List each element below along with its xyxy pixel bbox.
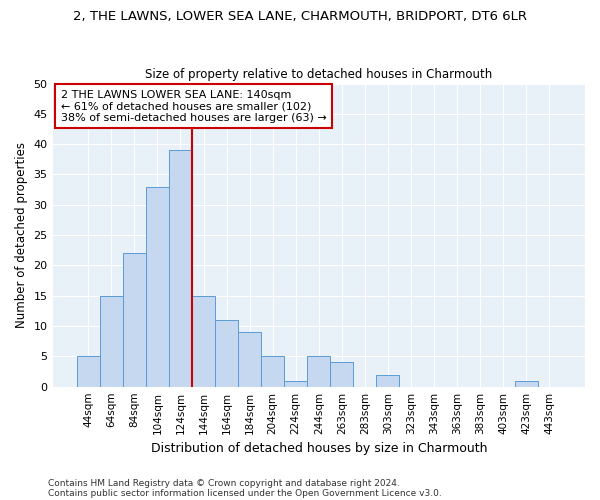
Bar (515, 380, 538, 386)
Y-axis label: Number of detached properties: Number of detached properties (15, 142, 28, 328)
X-axis label: Distribution of detached houses by size in Charmouth: Distribution of detached houses by size … (151, 442, 487, 455)
Bar (330, 362, 353, 386)
Bar (192, 296, 215, 386)
Bar (169, 150, 192, 386)
Bar (307, 356, 330, 386)
Bar (376, 374, 400, 386)
Bar (238, 332, 261, 386)
Text: Contains HM Land Registry data © Crown copyright and database right 2024.: Contains HM Land Registry data © Crown c… (48, 478, 400, 488)
Bar (100, 296, 123, 386)
Bar (284, 380, 307, 386)
Text: Contains public sector information licensed under the Open Government Licence v3: Contains public sector information licen… (48, 488, 442, 498)
Bar (261, 356, 284, 386)
Bar (77, 356, 100, 386)
Bar (123, 254, 146, 386)
Text: 2 THE LAWNS LOWER SEA LANE: 140sqm
← 61% of detached houses are smaller (102)
38: 2 THE LAWNS LOWER SEA LANE: 140sqm ← 61%… (61, 90, 326, 123)
Text: 2, THE LAWNS, LOWER SEA LANE, CHARMOUTH, BRIDPORT, DT6 6LR: 2, THE LAWNS, LOWER SEA LANE, CHARMOUTH,… (73, 10, 527, 23)
Bar (215, 320, 238, 386)
Bar (146, 186, 169, 386)
Title: Size of property relative to detached houses in Charmouth: Size of property relative to detached ho… (145, 68, 493, 81)
